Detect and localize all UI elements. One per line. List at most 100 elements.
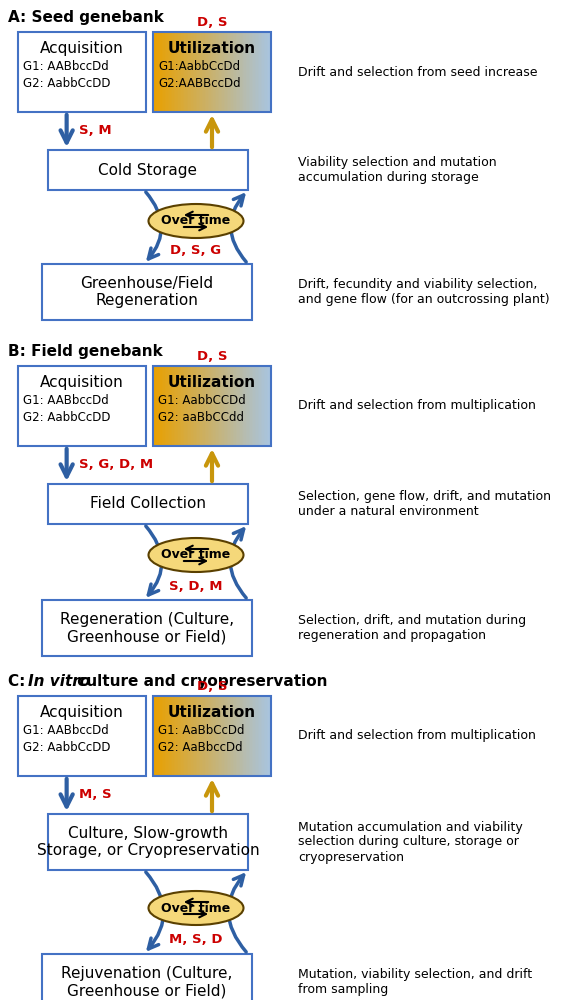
Bar [200, 366, 202, 446]
Bar [259, 696, 261, 776]
Bar [225, 32, 227, 112]
Bar [239, 32, 240, 112]
Bar [262, 32, 264, 112]
Text: D, S: D, S [197, 350, 227, 363]
Bar [165, 696, 167, 776]
Bar [190, 366, 192, 446]
Bar [172, 32, 174, 112]
Bar [248, 696, 249, 776]
Bar [255, 366, 257, 446]
Bar [236, 696, 237, 776]
Bar [221, 32, 223, 112]
Bar [182, 366, 185, 446]
Bar [228, 696, 230, 776]
Bar [162, 32, 164, 112]
Bar [153, 366, 155, 446]
Bar [189, 366, 190, 446]
Bar [252, 696, 254, 776]
Bar [199, 32, 201, 112]
Bar [218, 366, 220, 446]
Text: G1: AabbCCDd: G1: AabbCCDd [158, 394, 246, 407]
Bar [203, 366, 205, 446]
Bar [178, 32, 180, 112]
Bar [159, 32, 161, 112]
Bar [191, 366, 193, 446]
Bar [194, 696, 197, 776]
Text: Acquisition: Acquisition [40, 705, 124, 720]
Bar [234, 696, 236, 776]
Text: S, M: S, M [78, 124, 111, 137]
Bar [216, 366, 219, 446]
Text: Selection, drift, and mutation during
regeneration and propagation: Selection, drift, and mutation during re… [298, 614, 526, 642]
Bar [209, 696, 211, 776]
Text: Over time: Over time [161, 902, 231, 914]
Bar [240, 366, 242, 446]
Bar [200, 32, 202, 112]
Bar [219, 366, 222, 446]
Text: A: Seed genebank: A: Seed genebank [8, 10, 164, 25]
Bar [157, 32, 160, 112]
Bar [270, 366, 272, 446]
Bar [233, 366, 235, 446]
Text: Culture, Slow-growth
Storage, or Cryopreservation: Culture, Slow-growth Storage, or Cryopre… [37, 826, 260, 858]
Text: D, S: D, S [197, 16, 227, 29]
Text: Rejuvenation (Culture,
Greenhouse or Field): Rejuvenation (Culture, Greenhouse or Fie… [61, 966, 233, 998]
Bar [237, 32, 239, 112]
Bar [207, 366, 210, 446]
Bar [237, 696, 239, 776]
Bar [249, 32, 251, 112]
Bar [165, 32, 167, 112]
Bar [185, 366, 187, 446]
Bar [187, 696, 189, 776]
Bar [204, 32, 207, 112]
Bar [184, 696, 186, 776]
Bar [239, 696, 240, 776]
Bar [166, 696, 168, 776]
Bar [177, 696, 178, 776]
Text: G1: AaBbCcDd: G1: AaBbCcDd [158, 724, 244, 737]
Text: Selection, gene flow, drift, and mutation
under a natural environment: Selection, gene flow, drift, and mutatio… [298, 490, 551, 518]
Bar [221, 366, 223, 446]
Bar [204, 366, 207, 446]
Bar [174, 366, 176, 446]
Bar [219, 696, 222, 776]
Bar [164, 366, 165, 446]
Bar [266, 366, 269, 446]
Bar [157, 696, 160, 776]
Bar [175, 366, 177, 446]
Bar [200, 696, 202, 776]
Text: Utilization: Utilization [168, 41, 256, 56]
Bar [156, 696, 158, 776]
Text: In vitro: In vitro [28, 674, 90, 689]
Bar [212, 696, 214, 776]
Bar [262, 696, 264, 776]
Bar [177, 366, 178, 446]
Bar [206, 366, 208, 446]
Bar [253, 366, 255, 446]
Bar [211, 366, 212, 446]
Bar [270, 696, 272, 776]
Bar [259, 32, 261, 112]
Text: C:: C: [8, 674, 31, 689]
Text: G2: AabbCcDD: G2: AabbCcDD [23, 77, 111, 90]
Bar [265, 696, 267, 776]
Text: G2: AabbCcDD: G2: AabbCcDD [23, 741, 111, 754]
Ellipse shape [148, 204, 244, 238]
Bar [190, 32, 192, 112]
Bar [164, 32, 165, 112]
Bar [206, 696, 208, 776]
Bar [215, 366, 217, 446]
Bar [218, 32, 220, 112]
Bar [249, 366, 251, 446]
Bar [177, 32, 178, 112]
Text: G2: aaBbCCdd: G2: aaBbCCdd [158, 411, 244, 424]
Text: G1: AABbccDd: G1: AABbccDd [23, 394, 108, 407]
Bar [215, 696, 217, 776]
Bar [227, 366, 229, 446]
Bar [169, 696, 171, 776]
Bar [214, 366, 215, 446]
Text: G2: AaBbccDd: G2: AaBbccDd [158, 741, 243, 754]
Bar [193, 696, 195, 776]
Bar [218, 696, 220, 776]
Text: Drift and selection from multiplication: Drift and selection from multiplication [298, 399, 536, 412]
